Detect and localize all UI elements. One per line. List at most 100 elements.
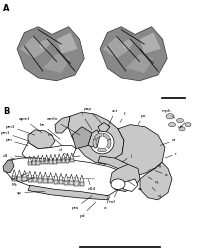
Text: A: A	[3, 4, 10, 14]
Polygon shape	[88, 130, 100, 148]
Text: sa: sa	[128, 181, 143, 192]
Polygon shape	[38, 172, 42, 179]
Polygon shape	[59, 173, 63, 181]
Text: pm: pm	[5, 138, 28, 145]
Text: d14: d14	[88, 179, 96, 192]
Polygon shape	[28, 171, 32, 178]
Polygon shape	[43, 54, 70, 73]
Polygon shape	[22, 142, 76, 167]
Text: a: a	[155, 170, 168, 177]
Bar	[53, 160, 57, 164]
Polygon shape	[5, 158, 125, 196]
Polygon shape	[55, 116, 70, 133]
Bar	[33, 178, 37, 182]
Polygon shape	[64, 174, 68, 181]
Ellipse shape	[166, 114, 174, 119]
Text: antfo: antfo	[47, 118, 80, 135]
Wedge shape	[98, 148, 106, 152]
Polygon shape	[17, 170, 22, 177]
Text: apmf: apmf	[19, 118, 42, 133]
Text: q: q	[148, 177, 158, 184]
Bar	[48, 179, 53, 184]
Polygon shape	[98, 156, 130, 170]
Polygon shape	[72, 127, 92, 149]
Polygon shape	[120, 179, 138, 192]
Bar	[64, 180, 68, 185]
Polygon shape	[140, 162, 172, 200]
Bar	[80, 182, 84, 186]
Bar	[59, 180, 63, 184]
Text: j: j	[122, 154, 131, 162]
Bar	[69, 181, 74, 185]
Bar	[41, 161, 44, 164]
Polygon shape	[3, 160, 14, 173]
Text: imf: imf	[108, 190, 118, 204]
Text: r: r	[165, 152, 177, 158]
Ellipse shape	[40, 40, 50, 48]
Polygon shape	[28, 185, 108, 200]
Text: B: B	[3, 107, 9, 116]
Polygon shape	[22, 170, 27, 178]
Text: adf: adf	[11, 173, 28, 181]
Text: Mc: Mc	[12, 177, 35, 187]
Polygon shape	[53, 154, 57, 160]
Polygon shape	[36, 155, 40, 162]
Text: d1: d1	[2, 154, 15, 159]
Wedge shape	[94, 133, 102, 139]
Polygon shape	[41, 155, 44, 161]
Polygon shape	[80, 175, 84, 182]
Bar	[49, 160, 53, 164]
Bar	[43, 179, 48, 183]
Text: po: po	[138, 114, 146, 125]
Ellipse shape	[169, 122, 176, 127]
Text: d: d	[59, 148, 68, 156]
Polygon shape	[126, 54, 153, 73]
Polygon shape	[70, 153, 74, 159]
Text: l: l	[81, 112, 92, 130]
Bar	[70, 158, 74, 162]
Text: m: m	[48, 133, 62, 145]
Wedge shape	[107, 139, 111, 148]
Bar	[57, 160, 61, 163]
Polygon shape	[62, 154, 65, 160]
Polygon shape	[140, 32, 161, 54]
Polygon shape	[17, 27, 84, 81]
Text: or: or	[160, 138, 176, 145]
Bar	[66, 159, 69, 162]
Polygon shape	[28, 130, 55, 149]
Polygon shape	[68, 112, 124, 164]
Polygon shape	[45, 155, 48, 161]
Bar	[28, 178, 32, 182]
Bar	[45, 160, 48, 164]
Polygon shape	[100, 27, 167, 81]
Ellipse shape	[111, 179, 125, 190]
Polygon shape	[20, 36, 47, 59]
Wedge shape	[93, 139, 97, 148]
Polygon shape	[33, 171, 37, 178]
Polygon shape	[57, 32, 78, 54]
Text: pap: pap	[84, 107, 102, 124]
Bar	[17, 177, 22, 181]
Bar	[74, 181, 79, 186]
Polygon shape	[57, 154, 61, 160]
Polygon shape	[66, 153, 69, 160]
Bar	[62, 159, 65, 163]
Text: f: f	[120, 112, 126, 122]
Bar	[28, 162, 32, 166]
Bar	[22, 177, 27, 181]
Text: qj: qj	[152, 187, 162, 198]
Text: aj: aj	[148, 164, 162, 170]
Polygon shape	[28, 156, 32, 162]
Text: pra: pra	[71, 196, 92, 210]
Ellipse shape	[185, 122, 191, 127]
Bar	[54, 180, 58, 184]
Text: a: a	[104, 196, 110, 210]
Polygon shape	[32, 156, 36, 162]
Text: be: be	[39, 123, 60, 139]
Polygon shape	[74, 174, 79, 182]
Bar	[32, 162, 36, 165]
Ellipse shape	[90, 131, 114, 154]
Polygon shape	[43, 172, 48, 180]
Text: mph: mph	[162, 109, 175, 118]
Bar	[36, 161, 40, 165]
